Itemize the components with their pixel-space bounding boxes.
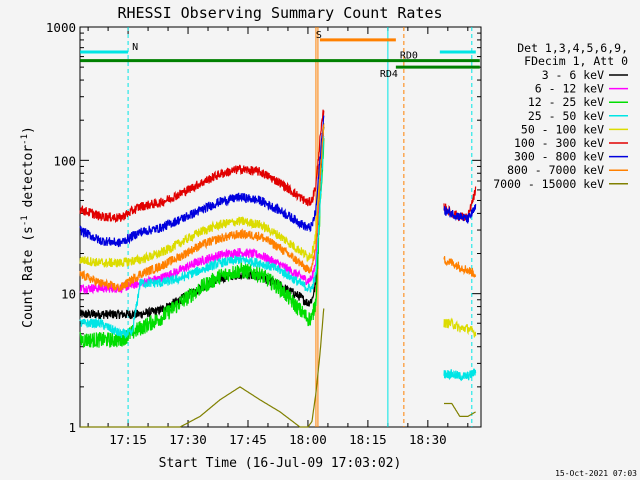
series-line-7-seg-1 xyxy=(443,256,477,278)
legend-label-7: 800 - 7000 keV xyxy=(507,163,604,177)
legend-label-8: 7000 - 15000 keV xyxy=(493,177,604,191)
y-label-part-1: Count Rate (s xyxy=(21,226,36,328)
y-tick-label-0: 1 xyxy=(68,420,76,435)
series-line-7-seg-0 xyxy=(79,124,325,292)
series-line-3-seg-0 xyxy=(79,136,325,339)
y-tick-label-1: 10 xyxy=(61,287,76,302)
series-line-5-seg-0 xyxy=(79,109,325,224)
x-axis-label: Start Time (16-Jul-09 17:03:02) xyxy=(159,456,402,471)
state-label-n: N xyxy=(132,42,138,53)
legend-label-4: 50 - 100 keV xyxy=(521,122,604,136)
x-tick-label-1: 17:30 xyxy=(169,432,207,447)
y-tick-label-3: 1000 xyxy=(46,20,76,35)
state-label-s: S xyxy=(316,30,322,41)
series-line-8-seg-0 xyxy=(80,308,325,428)
x-tick-label-0: 17:15 xyxy=(109,432,147,447)
y-label-sup-1: -1 xyxy=(20,215,30,226)
footer-date: 15-Oct-2021 07:03 xyxy=(555,469,637,478)
y-tick-label-2: 100 xyxy=(53,153,76,168)
series-line-4-seg-1 xyxy=(443,317,477,338)
state-label-rd4: RD4 xyxy=(380,69,398,80)
series-line-8-seg-1 xyxy=(444,402,476,417)
state-label-rd0: RD0 xyxy=(400,51,418,62)
y-label-part-2: detector xyxy=(21,145,36,216)
series-line-2-seg-0 xyxy=(79,138,325,349)
x-tick-label-4: 18:15 xyxy=(349,432,387,447)
y-label-sup-2: -1 xyxy=(20,134,30,145)
legend-label-1: 6 - 12 keV xyxy=(535,82,604,96)
legend-label-3: 25 - 50 keV xyxy=(528,109,604,123)
y-label-part-3: ) xyxy=(21,126,36,134)
series-line-3-seg-1 xyxy=(443,368,477,382)
series-line-4-seg-0 xyxy=(79,122,325,269)
legend-label-0: 3 - 6 keV xyxy=(542,68,604,82)
x-tick-label-3: 18:00 xyxy=(289,432,327,447)
legend-label-6: 300 - 800 keV xyxy=(514,150,604,164)
legend-label-5: 100 - 300 keV xyxy=(514,136,604,150)
series-line-6-seg-0 xyxy=(79,115,325,248)
legend-header-2: FDecim 1, Att 0 xyxy=(524,54,628,68)
legend-header-1: Det 1,3,4,5,6,9, xyxy=(517,41,628,55)
series-line-6-seg-1 xyxy=(443,204,477,224)
legend-label-2: 12 - 25 keV xyxy=(528,95,604,109)
legend: Det 1,3,4,5,6,9, FDecim 1, Att 0 3 - 6 k… xyxy=(493,41,628,191)
x-tick-label-5: 18:30 xyxy=(409,432,447,447)
chart-title: RHESSI Observing Summary Count Rates xyxy=(117,4,442,22)
x-tick-label-2: 17:45 xyxy=(229,432,267,447)
y-axis-label: Count Rate (s-1 detector-1) xyxy=(20,126,36,328)
